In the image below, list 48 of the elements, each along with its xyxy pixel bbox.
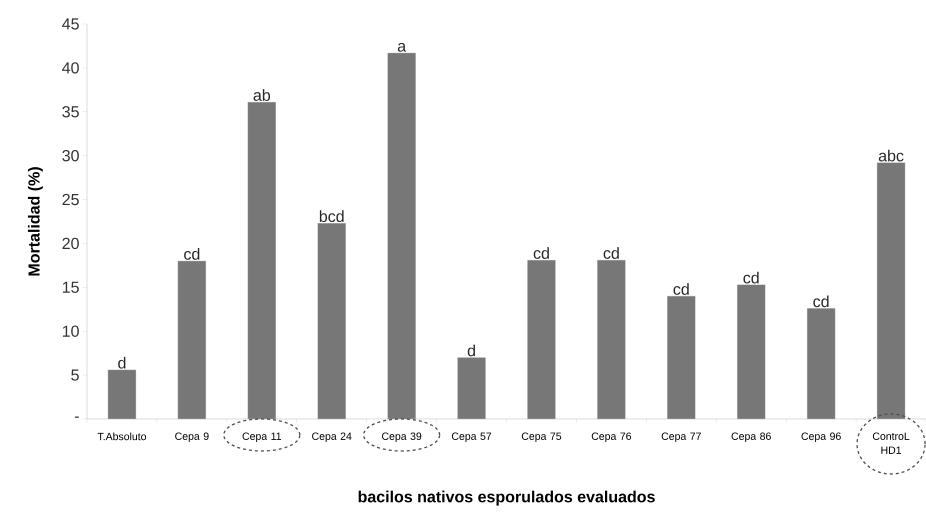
y-tick-label: 10	[62, 326, 79, 337]
bar	[457, 357, 486, 420]
y-tick-label: 25	[62, 194, 79, 206]
y-tick-label: 20	[62, 238, 79, 250]
x-axis-title: bacilos nativos esporulados evaluados	[358, 490, 655, 506]
x-tick-label: T.Absoluto	[98, 432, 146, 440]
annotation: cd	[813, 295, 829, 308]
annotation: abc	[878, 150, 904, 162]
x-tick-label: Cepa 75	[522, 432, 562, 442]
x-tick-label: Cepa 24	[312, 432, 352, 442]
y-tick-label: 5	[71, 370, 79, 381]
annotation: a	[398, 42, 406, 52]
bar	[667, 296, 696, 420]
bar	[597, 260, 626, 420]
bar	[737, 284, 766, 420]
bar	[318, 223, 346, 420]
x-tick-label: Cepa 76	[592, 432, 632, 442]
bar	[108, 370, 136, 420]
annotation: d	[468, 344, 475, 356]
x-tick-label: Cepa 39	[382, 432, 422, 442]
y-tick-label: 35	[62, 106, 79, 118]
x-tick-label: Cepa 77	[662, 432, 701, 442]
y-tick-label: 30	[62, 150, 79, 162]
annotation: cd	[184, 248, 200, 260]
bar	[527, 260, 556, 420]
bar	[248, 102, 276, 420]
x-tick-label: Cepa 11	[242, 432, 282, 442]
y-axis-title: Mortalidad (%)	[28, 167, 43, 276]
y-tick-label: -	[74, 416, 79, 418]
annotation: cd	[604, 247, 619, 259]
annotation: d	[118, 356, 126, 369]
x-tick-label: Cepa 9	[175, 432, 209, 442]
bar	[806, 308, 836, 420]
x-tick-label: Cepa 57	[452, 432, 492, 442]
y-tick-label: 40	[62, 62, 79, 74]
annotation: ab	[254, 89, 270, 101]
annotation: cd	[743, 272, 759, 284]
annotation: cd	[534, 247, 549, 259]
x-tick-label: ControL HD1	[872, 432, 910, 454]
x-tick-label: Cepa 96	[802, 432, 841, 442]
y-tick-label: 45	[62, 18, 79, 30]
y-tick-label: 15	[62, 282, 79, 293]
bar	[178, 260, 206, 420]
annotation: bcd	[320, 210, 344, 222]
annotation: cd	[674, 283, 689, 295]
x-tick-label: Cepa 86	[732, 432, 771, 442]
bar	[876, 162, 906, 420]
bar	[387, 52, 416, 420]
